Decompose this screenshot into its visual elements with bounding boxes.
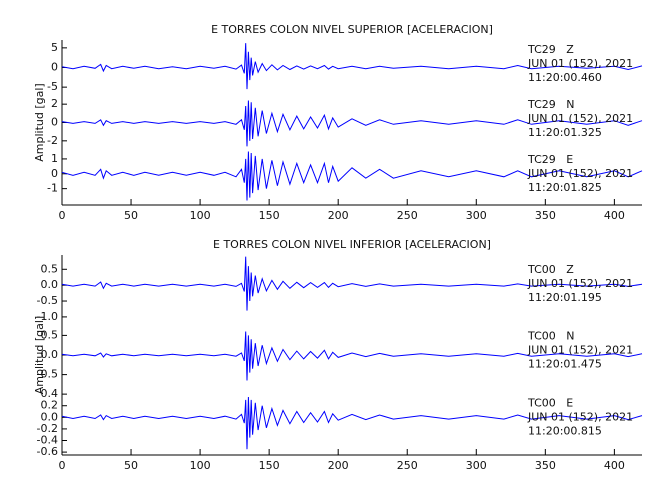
y-axis-label: Amplitud [gal]	[33, 316, 46, 394]
x-tick-label: 350	[535, 459, 556, 472]
y-tick-label: -2	[47, 134, 58, 147]
y-axis-label: Amplitud [gal]	[33, 83, 46, 161]
x-tick-label: 150	[259, 459, 280, 472]
station-annotation: JUN 01 (152), 2021	[527, 277, 633, 290]
y-tick-label: 0.4	[41, 387, 59, 400]
x-tick-label: 300	[466, 459, 487, 472]
x-tick-label: 100	[190, 209, 211, 222]
y-tick-label: 0.5	[41, 262, 59, 275]
x-tick-label: 200	[328, 209, 349, 222]
y-tick-label: 0	[51, 116, 58, 129]
y-tick-label: 0.2	[41, 399, 59, 412]
station-name: TC00 Z	[527, 263, 574, 276]
waveform	[61, 100, 643, 147]
station-annotation: 11:20:00.460	[528, 71, 602, 84]
y-tick-label: -0.5	[37, 368, 58, 381]
chart-title: E TORRES COLON NIVEL INFERIOR [ACELERACI…	[213, 238, 491, 251]
station-annotation: JUN 01 (152), 2021	[527, 344, 633, 357]
station-name: TC00 E	[527, 396, 573, 409]
station-annotation: 11:20:01.825	[528, 181, 602, 194]
station-annotation: 11:20:01.475	[528, 358, 602, 371]
waveform	[61, 43, 643, 90]
y-tick-label: -1.0	[37, 310, 58, 323]
x-tick-label: 250	[397, 209, 418, 222]
y-tick-label: 1	[51, 152, 58, 165]
station-name: TC00 N	[527, 330, 574, 343]
chart-title: E TORRES COLON NIVEL SUPERIOR [ACELERACI…	[211, 23, 493, 36]
station-name: TC29 E	[527, 153, 573, 166]
x-tick-label: 200	[328, 459, 349, 472]
x-tick-label: 400	[604, 459, 625, 472]
y-tick-label: 0.0	[41, 410, 59, 423]
y-tick-label: 0.5	[41, 328, 59, 341]
x-tick-label: 250	[397, 459, 418, 472]
station-annotation: JUN 01 (152), 2021	[527, 410, 633, 423]
y-tick-label: 0	[51, 167, 58, 180]
y-tick-label: -0.4	[37, 434, 58, 447]
waveform	[61, 151, 643, 201]
x-tick-label: 50	[124, 209, 138, 222]
y-tick-label: 2	[51, 97, 58, 110]
waveform	[61, 396, 643, 450]
y-tick-label: -0.2	[37, 422, 58, 435]
y-tick-label: -0.5	[37, 294, 58, 307]
y-tick-label: -5	[47, 80, 58, 93]
waveform	[61, 256, 643, 311]
x-tick-label: 50	[124, 459, 138, 472]
station-annotation: JUN 01 (152), 2021	[527, 112, 633, 125]
waveform	[61, 331, 643, 381]
y-tick-label: 0.0	[41, 278, 59, 291]
x-tick-label: 400	[604, 209, 625, 222]
y-tick-label: 5	[51, 41, 58, 54]
y-tick-label: 0.0	[41, 348, 59, 361]
x-tick-label: 150	[259, 209, 280, 222]
x-tick-label: 300	[466, 209, 487, 222]
x-tick-label: 100	[190, 459, 211, 472]
x-tick-label: 350	[535, 209, 556, 222]
y-tick-label: -0.6	[37, 445, 58, 458]
x-tick-label: 0	[59, 459, 66, 472]
station-annotation: JUN 01 (152), 2021	[527, 57, 633, 70]
station-annotation: JUN 01 (152), 2021	[527, 167, 633, 180]
station-annotation: 11:20:01.195	[528, 291, 602, 304]
y-tick-label: -1	[47, 182, 58, 195]
station-name: TC29 Z	[527, 43, 574, 56]
station-annotation: 11:20:00.815	[528, 424, 602, 437]
station-annotation: 11:20:01.325	[528, 126, 602, 139]
station-name: TC29 N	[527, 98, 574, 111]
x-tick-label: 0	[59, 209, 66, 222]
y-tick-label: 0	[51, 61, 58, 74]
